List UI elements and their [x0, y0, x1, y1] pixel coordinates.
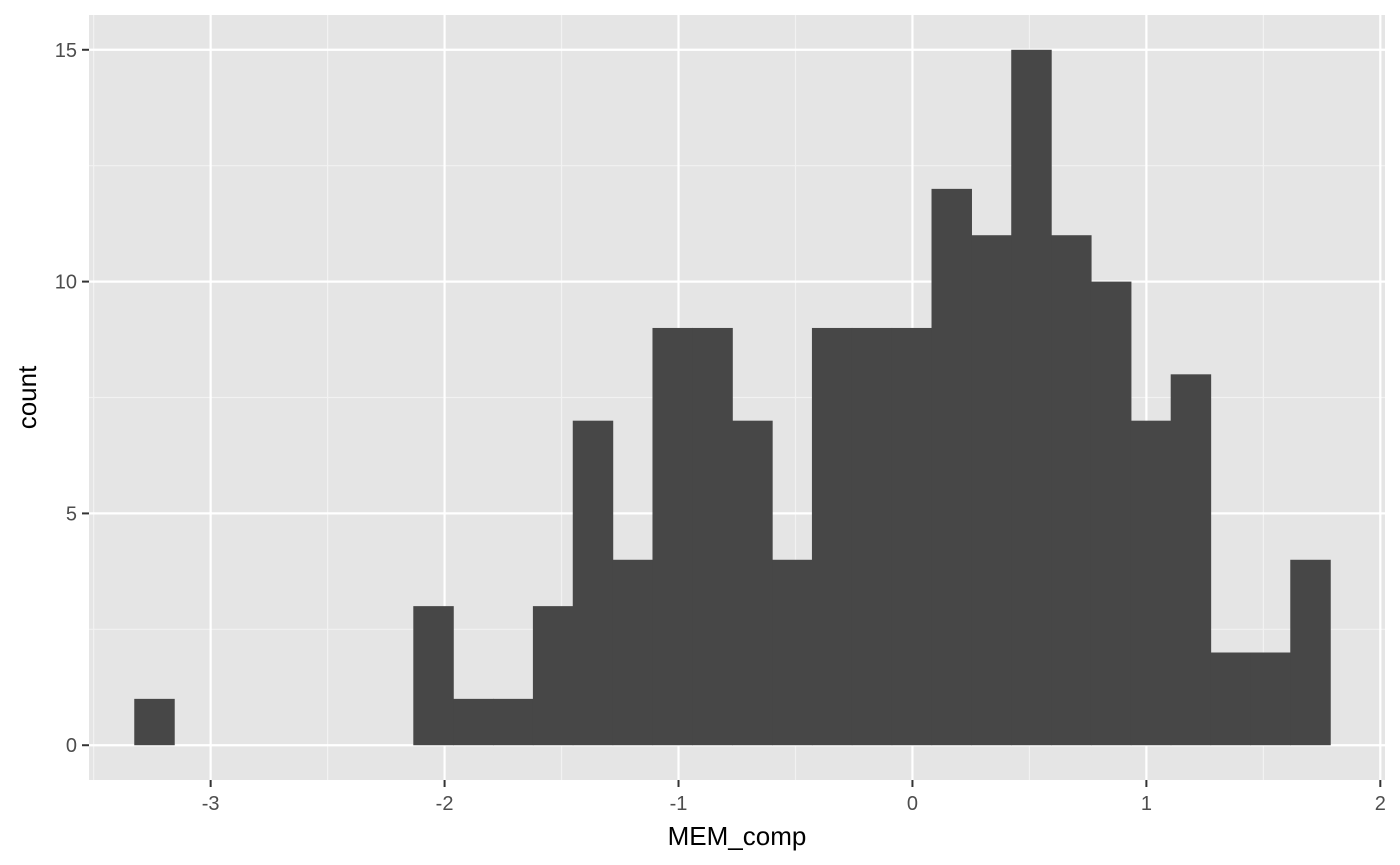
- histogram-bar: [891, 327, 933, 746]
- histogram-bar: [134, 698, 175, 746]
- histogram-bar: [732, 420, 773, 746]
- histogram-bar: [413, 606, 454, 746]
- y-tick-label: 10: [55, 272, 77, 294]
- histogram-bar: [453, 698, 494, 746]
- histogram-bar: [652, 327, 693, 746]
- histogram-bar: [572, 420, 614, 746]
- x-tick-label: 0: [907, 793, 918, 815]
- x-tick-label: -2: [436, 793, 454, 815]
- histogram-bar: [1210, 652, 1252, 746]
- histogram-bar: [772, 559, 813, 746]
- histogram-bar: [1290, 559, 1331, 746]
- y-axis: 0 5 10 15: [55, 40, 89, 757]
- histogram-bar: [1090, 281, 1132, 746]
- x-tick-label: -1: [670, 793, 688, 815]
- y-tick-label: 5: [66, 503, 77, 525]
- histogram-bar: [1051, 235, 1092, 746]
- x-axis-title: MEM_comp: [668, 821, 807, 851]
- y-tick-label: 0: [66, 735, 77, 757]
- histogram-bar: [493, 698, 534, 746]
- y-tick-label: 15: [55, 40, 77, 62]
- histogram-bar: [692, 327, 733, 746]
- x-axis: -3 -2 -1 0 1 2: [202, 780, 1386, 815]
- histogram-bar: [1011, 49, 1052, 746]
- histogram-bar: [1250, 652, 1291, 746]
- histogram-bar: [1170, 374, 1212, 746]
- histogram-bar: [612, 559, 654, 746]
- histogram-bar: [532, 606, 574, 746]
- histogram-bar: [931, 188, 972, 746]
- histogram-bar: [1130, 420, 1172, 746]
- histogram-bar: [811, 327, 853, 746]
- histogram-bar: [851, 327, 893, 746]
- y-axis-title: count: [12, 365, 42, 429]
- x-tick-label: 1: [1141, 793, 1152, 815]
- x-tick-label: 2: [1375, 793, 1386, 815]
- histogram-bars: [134, 49, 1331, 746]
- x-tick-label: -3: [202, 793, 220, 815]
- histogram-bar: [971, 235, 1012, 746]
